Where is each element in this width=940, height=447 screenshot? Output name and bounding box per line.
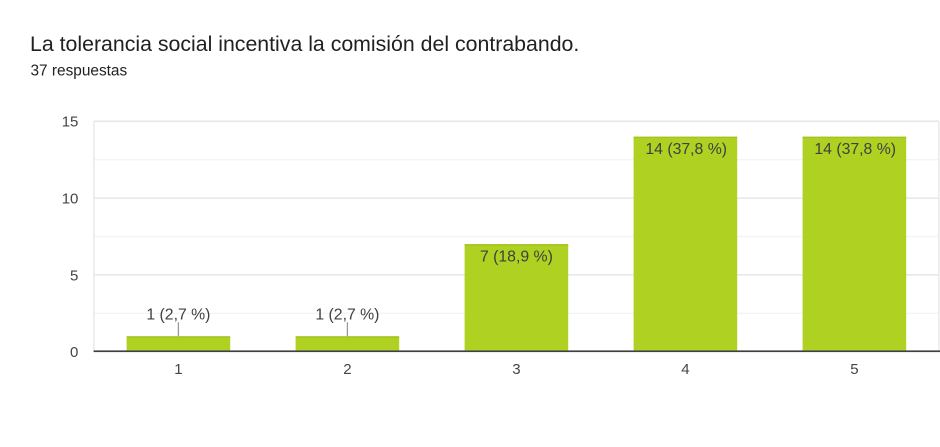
svg-text:2: 2: [343, 361, 351, 378]
svg-text:3: 3: [512, 361, 520, 378]
svg-text:15: 15: [62, 114, 79, 131]
svg-text:14 (37,8 %): 14 (37,8 %): [645, 141, 727, 158]
svg-text:1 (2,7 %): 1 (2,7 %): [315, 306, 379, 323]
svg-text:0: 0: [70, 344, 78, 361]
svg-text:5: 5: [70, 267, 78, 284]
svg-text:37 respuestas: 37 respuestas: [31, 62, 128, 79]
svg-text:10: 10: [62, 191, 79, 208]
svg-text:1: 1: [174, 361, 182, 378]
svg-text:1 (2,7 %): 1 (2,7 %): [146, 306, 210, 323]
svg-text:4: 4: [681, 361, 689, 378]
svg-text:La tolerancia social incentiva: La tolerancia social incentiva la comisi…: [30, 32, 579, 56]
svg-text:14 (37,8 %): 14 (37,8 %): [814, 141, 896, 158]
svg-text:5: 5: [850, 361, 858, 378]
svg-text:7 (18,9 %): 7 (18,9 %): [480, 249, 553, 266]
